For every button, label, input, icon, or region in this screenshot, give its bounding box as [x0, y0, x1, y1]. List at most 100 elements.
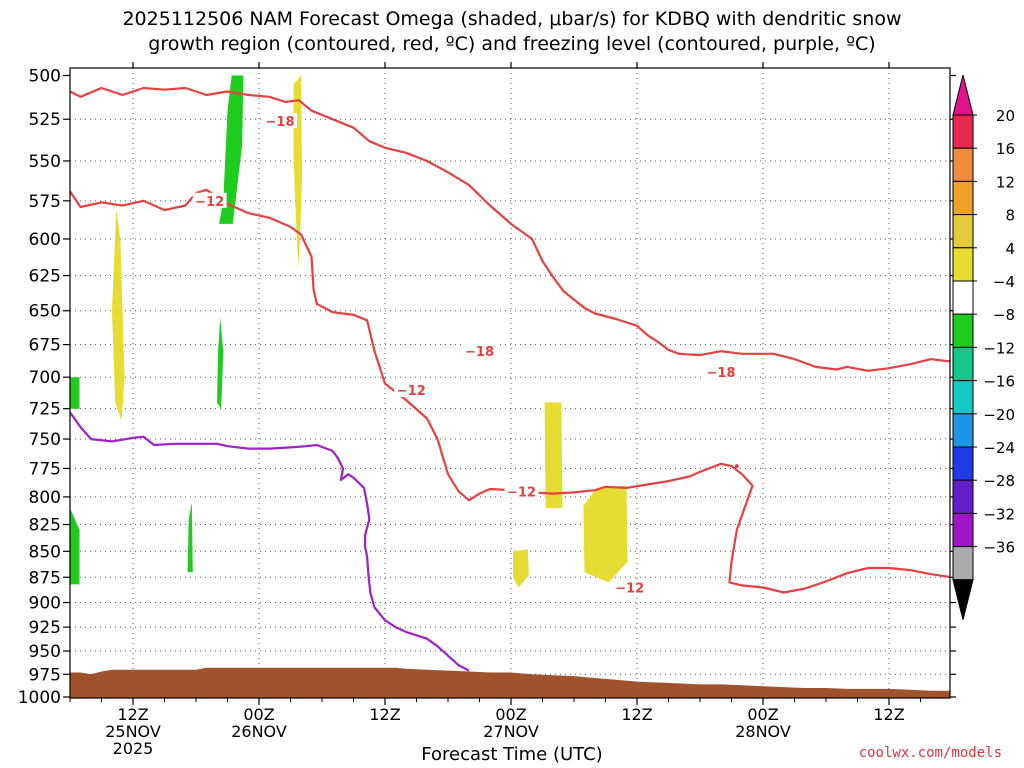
colorbar-top-arrow [952, 74, 974, 116]
x-tick-label: 00Z [495, 705, 526, 724]
contour-label: −12 [195, 195, 224, 210]
colorbar-swatch [952, 180, 974, 216]
colorbar-swatch [952, 214, 974, 249]
y-tick-label: 525 [29, 110, 61, 130]
contour-label-bg [462, 343, 497, 359]
plot-frame [69, 67, 951, 699]
colorbar-label: 16 [996, 140, 1015, 158]
y-axis: 500 525 550 575 600 625 650 675 700 725 750 775 800 8… [18, 67, 956, 708]
colorbar-label: −16 [983, 373, 1015, 391]
colorbar-label: 12 [996, 173, 1015, 191]
omega-region [187, 502, 193, 573]
grid-lines [70, 68, 950, 698]
colorbar-swatch [952, 446, 974, 481]
terrain-layer [70, 667, 950, 698]
x-tick-label: 00Z [243, 705, 274, 724]
omega-region [70, 377, 80, 409]
omega-shading [70, 75, 628, 588]
colorbar-bottom-arrow [952, 579, 974, 620]
colorbar-label: −32 [983, 505, 1015, 523]
x-tick-label: 12Z [369, 705, 400, 724]
y-tick-label: 750 [29, 430, 61, 450]
y-tick-label: 650 [29, 302, 61, 322]
site-credit: coolwx.com/models [858, 745, 1002, 761]
contour-label-bg [504, 483, 539, 499]
x-tick-label: 25NOV [105, 722, 161, 741]
colorbar-label: −20 [983, 406, 1015, 424]
omega-region [217, 317, 224, 409]
colorbar-swatch [952, 280, 974, 315]
y-tick-label: 700 [29, 368, 61, 388]
omega-region [544, 402, 563, 509]
y-tick-label: 550 [29, 152, 61, 172]
contour-label: −12 [615, 581, 644, 596]
x-tick-label: 12Z [621, 705, 652, 724]
x-tick-label: 26NOV [231, 722, 287, 741]
contour-line [70, 86, 950, 372]
colorbar-label: −28 [983, 472, 1015, 490]
omega-region [112, 210, 125, 421]
colorbar: 20 16 12 8 4 −4 −8 −12 −16 −20 −24 −28 −32 −36 [952, 74, 1015, 620]
colorbar-swatch [952, 380, 974, 415]
y-tick-label: 725 [29, 400, 61, 420]
contour-line [70, 411, 470, 672]
colorbar-swatch [952, 247, 974, 282]
y-tick-label: 625 [29, 267, 61, 287]
contour-label-bg [263, 112, 297, 128]
colorbar-label: −36 [983, 539, 1015, 557]
contour-label-bg [612, 579, 647, 595]
x-tick-label: 00Z [747, 705, 778, 724]
y-tick-label: 575 [29, 192, 61, 212]
colorbar-label: 4 [1005, 240, 1015, 258]
terrain-fill [70, 667, 950, 698]
x-tick-label: 27NOV [483, 722, 539, 741]
colorbar-label: −8 [993, 306, 1015, 324]
y-tick-label: 675 [29, 336, 61, 356]
y-tick-label: 800 [29, 488, 61, 508]
x-tick-label: 28NOV [735, 722, 791, 741]
x-axis-title: Forecast Time (UTC) [421, 744, 603, 765]
y-tick-label: 975 [29, 665, 61, 685]
contour-label-bg [192, 192, 227, 208]
x-tick-label: 2025 [113, 739, 154, 758]
contour-label-bg [704, 364, 738, 380]
colorbar-swatch [952, 413, 974, 448]
colorbar-label: 8 [1005, 207, 1015, 225]
omega-region [70, 508, 80, 585]
colorbar-swatch [952, 313, 974, 348]
colorbar-swatch [952, 147, 974, 182]
contour-labels: −18 −18 −18 −12 −12 −12 −12 [192, 112, 738, 596]
y-tick-label: 925 [29, 618, 61, 638]
contour-dot [734, 464, 739, 469]
colorbar-swatch [952, 114, 974, 149]
colorbar-label: 20 [996, 107, 1015, 125]
contour-lines [70, 86, 950, 672]
y-tick-label: 1000 [18, 688, 61, 708]
colorbar-label: −24 [983, 439, 1015, 457]
y-tick-label: 500 [29, 67, 61, 87]
y-tick-label: 950 [29, 642, 61, 662]
omega-region [219, 75, 244, 224]
colorbar-label: −4 [993, 273, 1015, 291]
omega-region [583, 485, 628, 583]
colorbar-label: −12 [983, 339, 1015, 357]
y-tick-label: 775 [29, 459, 61, 479]
y-tick-label: 825 [29, 516, 61, 536]
y-tick-label: 850 [29, 542, 61, 562]
x-tick-label: 12Z [873, 705, 904, 724]
chart-title-line2: growth region (contoured, red, ºC) and f… [148, 33, 876, 55]
colorbar-swatch [952, 512, 974, 548]
chart-title-line1: 2025112506 NAM Forecast Omega (shaded, μ… [122, 8, 902, 30]
x-tick-label: 12Z [117, 705, 148, 724]
contour-label: −12 [507, 485, 536, 500]
contour-label: −18 [266, 115, 295, 130]
colorbar-swatch [952, 546, 974, 581]
y-tick-label: 875 [29, 568, 61, 588]
colorbar-swatch [952, 479, 974, 514]
y-tick-label: 600 [29, 230, 61, 250]
contour-line [70, 188, 950, 594]
y-tick-label: 900 [29, 594, 61, 614]
omega-region [513, 549, 529, 588]
